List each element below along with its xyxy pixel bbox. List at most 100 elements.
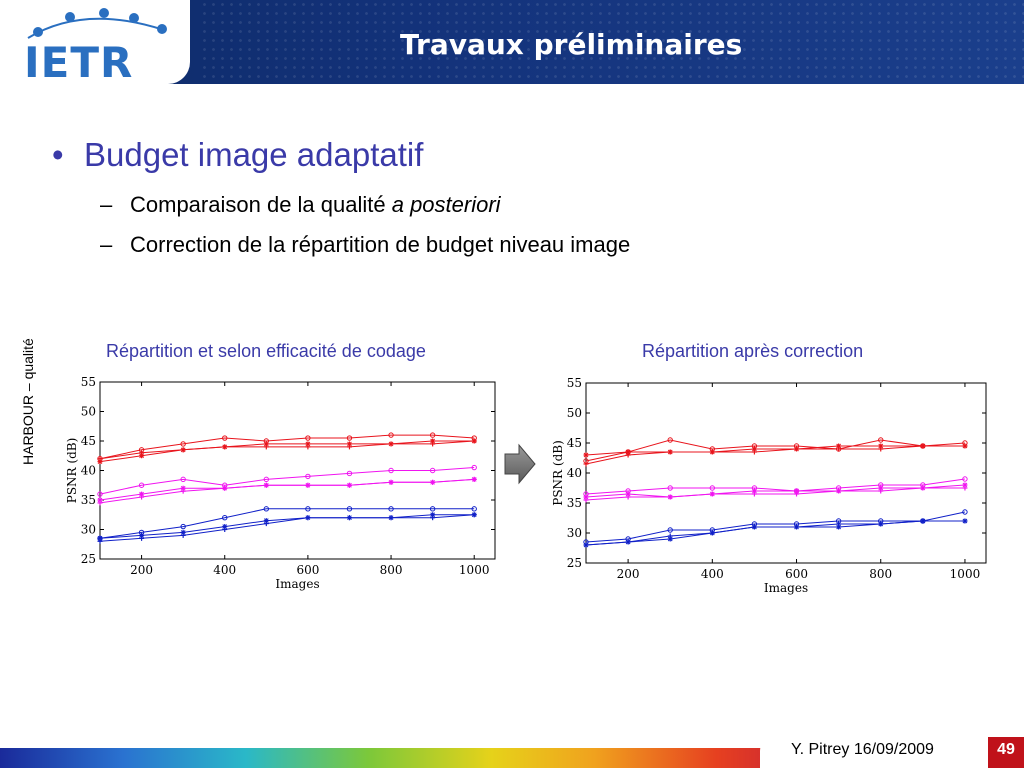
x-tick-label: 1000 [459,563,490,577]
y-tick-label: 30 [567,526,582,540]
data-point [583,452,589,458]
data-point [139,453,145,459]
logo-arc-icon [27,8,167,39]
y-tick-label: 40 [81,464,96,478]
data-point [667,449,673,455]
series-line [99,478,475,504]
data-point [667,485,673,491]
data-point [97,497,103,503]
x-tick-label: 600 [296,563,319,577]
data-point [138,482,145,488]
series-line [585,511,966,543]
data-point [222,485,228,491]
data-point [222,524,228,530]
data-point [305,473,311,480]
series-line [99,440,475,463]
data-point [429,467,436,474]
sub-bullet-1-italic: a posteriori [391,192,501,217]
sub-bullet-1: – Comparaison de la qualité a posteriori [100,192,501,218]
data-point [962,509,968,515]
data-point [583,461,589,467]
data-point [263,506,270,512]
series-line [99,514,475,539]
data-point [962,485,968,491]
data-point [305,482,311,488]
x-axis-label: Images [275,577,319,591]
series-line [585,520,965,546]
data-point [709,530,715,536]
x-tick-label: 400 [213,563,236,577]
data-point [263,476,270,483]
data-point [180,488,186,494]
data-point [962,443,968,449]
arrow-right-icon [504,443,536,485]
y-tick-label: 55 [81,375,96,389]
x-tick-label: 800 [380,563,403,577]
y-tick-label: 25 [81,552,96,566]
data-point [97,456,103,462]
y-tick-label: 45 [567,436,582,450]
data-point [180,523,186,530]
data-point [346,470,353,477]
data-point [263,521,269,527]
data-point [836,488,842,494]
data-point [920,485,926,491]
series-line [585,484,965,498]
series-line [585,445,965,456]
y-tick-label: 55 [567,376,582,390]
x-tick-label: 200 [617,567,640,581]
data-point [346,515,352,521]
data-point [878,488,884,494]
data-point [667,437,673,443]
data-point [751,524,757,530]
data-point [878,521,884,527]
data-point [709,485,716,491]
sub-bullet-2-text: Correction de la répartition de budget n… [130,232,631,257]
page-number-box [988,737,1024,768]
data-point [667,527,673,533]
data-point [305,506,311,512]
data-point [709,449,715,455]
chart-2-title: Répartition après correction [642,341,864,361]
data-point [836,521,842,527]
data-point [263,441,269,447]
y-axis-label: PSNR (dB) [65,438,79,504]
data-point [388,432,394,438]
series-line [585,478,965,495]
data-point [97,538,103,544]
x-tick-label: 1000 [950,567,981,581]
x-tick-label: 400 [701,567,724,581]
sub-bullet-1-text: Comparaison de la qualité [130,192,392,217]
x-tick-label: 600 [785,567,808,581]
data-point [305,515,311,521]
data-point [180,532,186,538]
data-point [751,449,757,455]
data-point [180,441,186,447]
data-point [388,506,394,512]
y-axis-label: PSNR (dB) [551,440,565,506]
data-point [794,488,800,494]
data-point [794,491,800,497]
data-point [429,506,436,512]
data-point [222,515,228,521]
data-point [430,512,436,518]
slide-title: Travaux préliminaires [400,28,743,61]
footer-author-date: Y. Pitrey 16/09/2009 [791,741,934,758]
x-tick-label: 200 [130,563,153,577]
data-point [751,491,757,497]
data-point [878,437,884,443]
series-line [585,439,965,462]
data-point [583,497,589,503]
data-point [263,482,269,488]
y-tick-label: 35 [567,496,582,510]
data-point [625,452,631,458]
data-point [625,494,631,500]
plot-area [585,382,987,564]
data-point [471,506,477,512]
data-point [388,479,394,485]
chart-1-title: Répartition et selon efficacité de codag… [106,341,426,361]
data-point [625,449,631,455]
series-line [585,445,965,465]
y-tick-label: 35 [81,493,96,507]
page-number: 49 [997,741,1015,758]
